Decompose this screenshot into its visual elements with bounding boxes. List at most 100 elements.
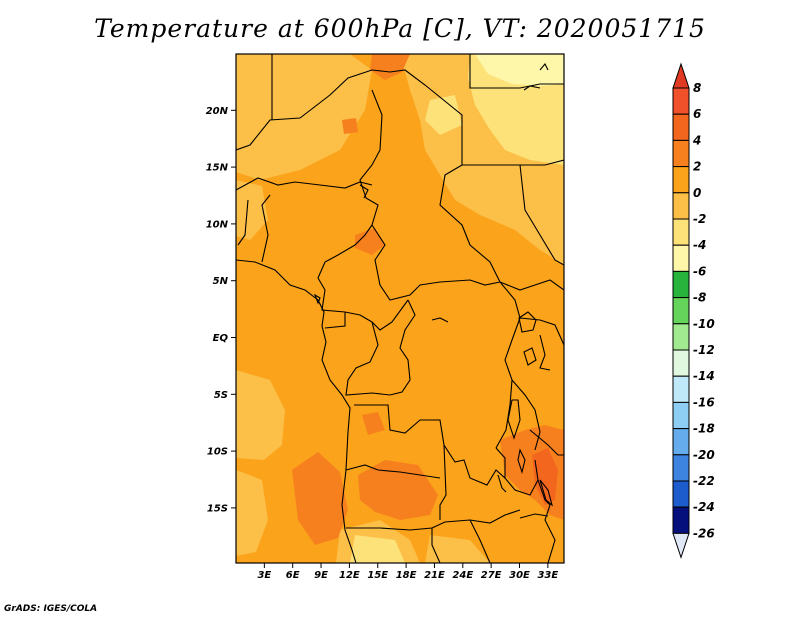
colorbar-bottom-arrow (672, 532, 690, 559)
lake (519, 513, 549, 519)
lake (431, 317, 449, 323)
border (499, 279, 564, 291)
lat-label: 15N (206, 163, 229, 174)
colorbar-level-label: -8 (693, 291, 706, 305)
border (324, 312, 346, 329)
border (511, 379, 541, 451)
field-region-0-2 (425, 535, 490, 563)
border (237, 199, 249, 246)
map-title: Temperature at 600hPa [C], VT: 202005171… (94, 14, 706, 43)
border (431, 528, 441, 563)
border (354, 404, 506, 486)
colorbar-level-label: -20 (693, 448, 715, 462)
colorbar-swatch (672, 506, 690, 534)
colorbar-swatch (672, 139, 690, 168)
colorbar-swatch (672, 192, 690, 220)
lon-label: 12E (339, 570, 360, 581)
colorbar-swatch (672, 218, 690, 246)
colorbar-level-label: -12 (693, 343, 715, 357)
field-region-6-8 (532, 448, 558, 505)
border (345, 464, 441, 479)
field-region-0-2 (236, 54, 372, 180)
border (371, 224, 501, 301)
colorbar-swatch (672, 401, 690, 430)
lon-label: 15E (367, 570, 388, 581)
colorbar-swatch (672, 480, 690, 508)
field-region-0-2 (236, 470, 268, 556)
lake (507, 399, 521, 440)
colorbar-level-label: 4 (692, 133, 701, 147)
colorbar-level-label: 6 (693, 107, 701, 121)
latitude-axis: 20N 15N 10N 5N EQ 5S 10S 15S (206, 106, 236, 514)
colorbar-swatch (672, 349, 690, 377)
border (439, 444, 447, 520)
border (519, 164, 564, 266)
border (469, 519, 491, 563)
colorbar-swatch (672, 297, 690, 325)
colorbar-level-label: -18 (693, 422, 715, 436)
colorbar-level-label: -16 (693, 395, 715, 409)
colorbar-swatch (672, 428, 690, 456)
colorbar-level-label: 8 (693, 81, 701, 95)
grads-credit: GrADS: IGES/COLA (4, 604, 98, 614)
field-region-0-2 (236, 180, 268, 240)
lat-label: 10S (207, 447, 228, 458)
colorbar-swatch (672, 87, 690, 115)
border (261, 194, 271, 263)
colorbar-level-label: -14 (693, 369, 715, 383)
field-region-4-6 (370, 54, 410, 80)
border (346, 509, 521, 531)
lon-label: 9E (314, 570, 328, 581)
border (504, 477, 539, 496)
colorbar-swatch (672, 454, 690, 482)
lon-label: 33E (537, 570, 558, 581)
colorbar-swatch (672, 113, 690, 141)
lat-label: 5S (214, 390, 228, 401)
border (539, 63, 549, 71)
colorbar-legend: 8 6 4 2 0 -2 -4 -6 -8 -10 -12 -14 -16 -18 -20 -22 -24 -26 (672, 62, 715, 559)
lake (497, 474, 507, 493)
colorbar-swatch (672, 270, 690, 299)
lake (518, 311, 537, 333)
lake (313, 293, 321, 305)
field-region-4-6 (292, 452, 348, 545)
border (317, 277, 409, 331)
temperature-field (236, 54, 564, 563)
border (317, 89, 383, 279)
field-region-4-6 (355, 228, 385, 255)
colorbar-swatch (672, 375, 690, 403)
colorbar-level-label: 0 (693, 186, 701, 200)
border (469, 54, 564, 89)
border (495, 281, 521, 449)
border (236, 177, 373, 191)
lon-label: 3E (257, 570, 271, 581)
lake (359, 184, 369, 199)
lake (523, 347, 537, 366)
field-region-m2-0 (425, 95, 462, 135)
map-frame (235, 53, 565, 564)
border (523, 85, 541, 91)
colorbar-top-arrow (672, 62, 690, 89)
field-region-m2-0 (350, 535, 405, 563)
lon-label: 24E (452, 570, 473, 581)
lon-label: 30E (509, 570, 530, 581)
lat-label: EQ (213, 333, 229, 344)
colorbar-level-label: 2 (693, 160, 701, 174)
field-region-m4-m2 (475, 54, 564, 86)
border (345, 299, 416, 396)
field-region-4-6 (362, 412, 385, 435)
lake (539, 479, 553, 507)
lat-label: 20N (206, 106, 229, 117)
longitude-axis: 3E 6E 9E 12E 15E 18E 21E 24E 27E 30E 33E (257, 563, 558, 581)
lat-label: 10N (206, 219, 229, 230)
lon-label: 18E (396, 570, 417, 581)
colorbar-level-label: -22 (693, 474, 715, 488)
lat-label: 15S (207, 503, 228, 514)
lake (517, 448, 526, 474)
border (236, 69, 501, 283)
colorbar-swatch (672, 323, 690, 351)
colorbar-swatch (672, 244, 690, 272)
colorbar-level-label: -6 (693, 264, 706, 278)
lon-label: 21E (424, 570, 445, 581)
